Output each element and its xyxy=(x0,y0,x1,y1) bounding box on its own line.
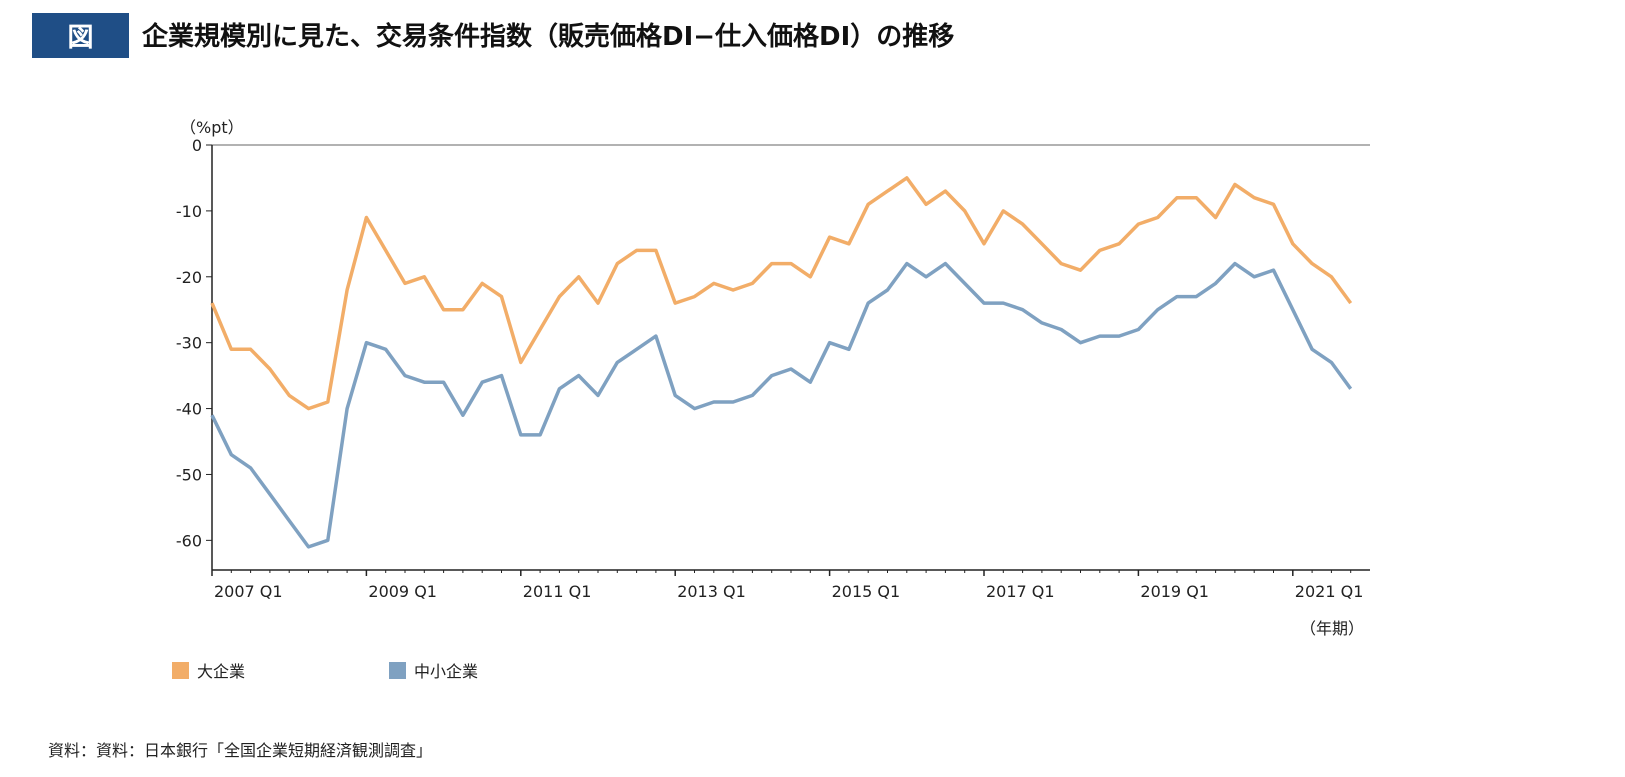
y-tick-label: -60 xyxy=(176,531,202,550)
source-note: 資料：資料：日本銀行「全国企業短期経済観測調査」 xyxy=(48,741,433,760)
x-axis-label: （年期） xyxy=(1300,619,1364,638)
x-tick-label: 2007 Q1 xyxy=(214,582,283,601)
x-tick-label: 2011 Q1 xyxy=(523,582,592,601)
y-tick-label: -10 xyxy=(176,202,202,221)
series-line-large xyxy=(210,176,1353,411)
x-tick-label: 2009 Q1 xyxy=(368,582,437,601)
x-tick-label: 2021 Q1 xyxy=(1295,582,1364,601)
y-tick-label: -50 xyxy=(176,465,202,484)
x-tick-label: 2015 Q1 xyxy=(832,582,901,601)
y-tick-label: -40 xyxy=(176,400,202,419)
legend-swatch-large xyxy=(172,661,189,679)
legend-swatch-small xyxy=(389,661,406,679)
legend-label-large: 大企業 xyxy=(197,662,246,681)
legend-label-small: 中小企業 xyxy=(414,662,479,681)
chart-title: 企業規模別に見た、交易条件指数（販売価格DI−仕入価格DI）の推移 xyxy=(142,22,955,52)
y-tick-label: -30 xyxy=(176,334,202,353)
series-line-small xyxy=(210,261,1353,549)
y-axis-label: （%pt） xyxy=(180,118,244,137)
x-tick-label: 2019 Q1 xyxy=(1140,582,1209,601)
y-tick-label: -20 xyxy=(176,268,202,287)
figure-badge: 図 xyxy=(32,13,129,58)
legend-item-large: 大企業 xyxy=(172,658,245,682)
legend-item-small: 中小企業 xyxy=(389,658,478,682)
y-tick-label: 0 xyxy=(192,136,202,155)
x-tick-label: 2017 Q1 xyxy=(986,582,1055,601)
x-tick-label: 2013 Q1 xyxy=(677,582,746,601)
